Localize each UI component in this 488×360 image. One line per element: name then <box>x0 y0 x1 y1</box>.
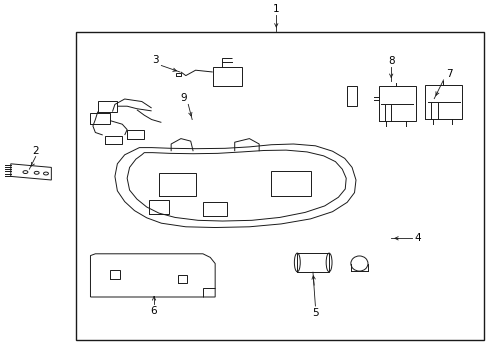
Text: 5: 5 <box>311 308 318 318</box>
Text: 1: 1 <box>272 4 279 14</box>
Text: 8: 8 <box>387 55 394 66</box>
Text: 7: 7 <box>445 69 452 79</box>
Text: 3: 3 <box>152 55 159 65</box>
Text: 4: 4 <box>414 233 421 243</box>
Ellipse shape <box>294 253 300 272</box>
Text: 6: 6 <box>150 306 157 316</box>
Text: 2: 2 <box>32 145 39 156</box>
Bar <box>76 32 483 340</box>
Text: 9: 9 <box>180 93 187 103</box>
